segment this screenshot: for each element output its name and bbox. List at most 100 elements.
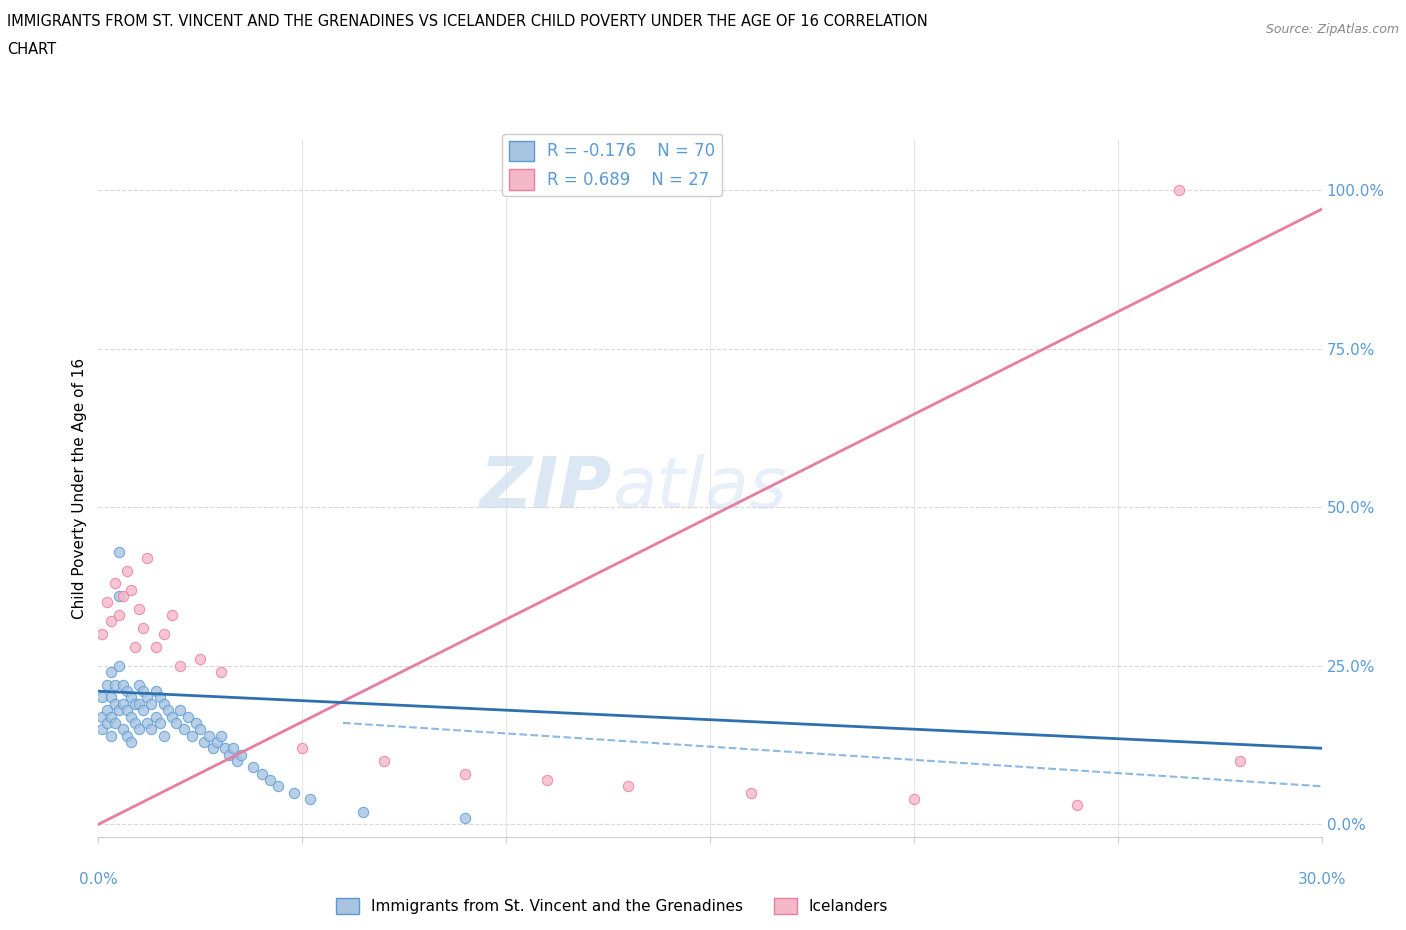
- Point: [536, 773, 558, 788]
- Point: [96, 595, 118, 610]
- Point: [193, 735, 215, 750]
- Point: [373, 753, 395, 768]
- Point: [160, 709, 183, 724]
- Point: [250, 766, 273, 781]
- Y-axis label: Child Poverty Under the Age of 16: Child Poverty Under the Age of 16: [72, 358, 87, 618]
- Point: [115, 703, 138, 718]
- Point: [120, 690, 142, 705]
- Point: [201, 741, 224, 756]
- Point: [96, 677, 118, 692]
- Point: [156, 703, 179, 718]
- Point: [108, 544, 131, 559]
- Point: [120, 582, 142, 597]
- Point: [214, 741, 236, 756]
- Point: [141, 697, 163, 711]
- Point: [152, 627, 174, 642]
- Point: [91, 627, 114, 642]
- Point: [120, 709, 142, 724]
- Point: [1229, 753, 1251, 768]
- Point: [100, 614, 122, 629]
- Point: [242, 760, 264, 775]
- Point: [120, 735, 142, 750]
- Point: [454, 766, 477, 781]
- Point: [104, 677, 127, 692]
- Point: [128, 677, 150, 692]
- Point: [205, 735, 228, 750]
- Point: [124, 697, 146, 711]
- Point: [218, 747, 240, 762]
- Point: [111, 722, 134, 737]
- Point: [145, 709, 167, 724]
- Point: [128, 697, 150, 711]
- Point: [454, 811, 477, 826]
- Point: [111, 589, 134, 604]
- Point: [259, 773, 281, 788]
- Text: 30.0%: 30.0%: [1298, 872, 1346, 887]
- Text: atlas: atlas: [612, 454, 787, 523]
- Text: IMMIGRANTS FROM ST. VINCENT AND THE GRENADINES VS ICELANDER CHILD POVERTY UNDER : IMMIGRANTS FROM ST. VINCENT AND THE GREN…: [7, 14, 928, 29]
- Point: [136, 715, 159, 730]
- Point: [145, 639, 167, 654]
- Point: [91, 709, 114, 724]
- Text: CHART: CHART: [7, 42, 56, 57]
- Point: [740, 785, 762, 800]
- Point: [96, 703, 118, 718]
- Point: [124, 639, 146, 654]
- Point: [104, 715, 127, 730]
- Point: [111, 697, 134, 711]
- Text: 0.0%: 0.0%: [79, 872, 118, 887]
- Point: [283, 785, 305, 800]
- Point: [132, 620, 155, 635]
- Point: [108, 658, 131, 673]
- Point: [128, 602, 150, 617]
- Point: [100, 665, 122, 680]
- Point: [222, 741, 245, 756]
- Point: [299, 791, 322, 806]
- Point: [136, 551, 159, 565]
- Point: [173, 722, 195, 737]
- Point: [181, 728, 204, 743]
- Legend: Immigrants from St. Vincent and the Grenadines, Icelanders: Immigrants from St. Vincent and the Gren…: [330, 892, 894, 920]
- Point: [165, 715, 187, 730]
- Point: [132, 684, 155, 698]
- Point: [209, 665, 232, 680]
- Point: [100, 728, 122, 743]
- Point: [169, 703, 191, 718]
- Point: [108, 607, 131, 622]
- Point: [149, 715, 172, 730]
- Point: [188, 722, 212, 737]
- Point: [91, 722, 114, 737]
- Point: [111, 677, 134, 692]
- Point: [617, 778, 640, 793]
- Point: [160, 607, 183, 622]
- Point: [1066, 798, 1088, 813]
- Point: [91, 690, 114, 705]
- Point: [96, 715, 118, 730]
- Point: [149, 690, 172, 705]
- Point: [177, 709, 200, 724]
- Point: [352, 804, 374, 819]
- Point: [108, 703, 131, 718]
- Point: [145, 684, 167, 698]
- Point: [124, 715, 146, 730]
- Point: [267, 778, 290, 793]
- Point: [186, 715, 208, 730]
- Point: [152, 697, 174, 711]
- Point: [291, 741, 314, 756]
- Point: [115, 728, 138, 743]
- Point: [231, 747, 253, 762]
- Point: [226, 753, 249, 768]
- Point: [115, 564, 138, 578]
- Point: [1167, 183, 1189, 198]
- Point: [209, 728, 232, 743]
- Point: [100, 690, 122, 705]
- Point: [136, 690, 159, 705]
- Point: [104, 697, 127, 711]
- Point: [188, 652, 212, 667]
- Text: ZIP: ZIP: [479, 454, 612, 523]
- Point: [104, 576, 127, 591]
- Point: [115, 684, 138, 698]
- Text: Source: ZipAtlas.com: Source: ZipAtlas.com: [1265, 23, 1399, 36]
- Point: [132, 703, 155, 718]
- Point: [100, 709, 122, 724]
